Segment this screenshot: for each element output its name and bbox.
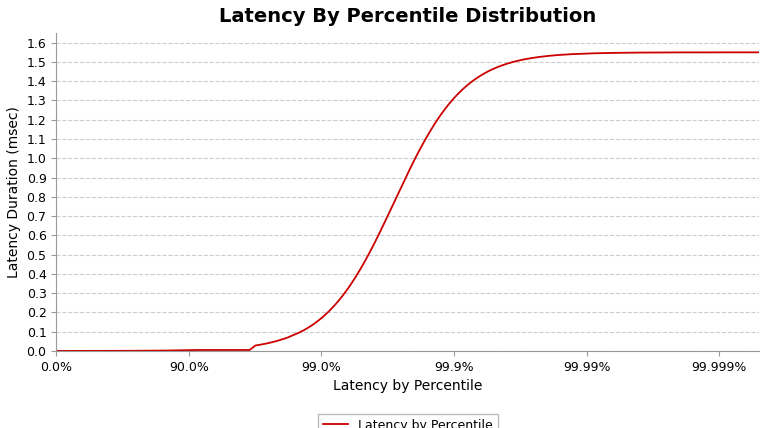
Latency by Percentile [391, 195, 401, 200]
Latency by Percentile [51, 348, 61, 354]
Legend: Latency by Percentile: Latency by Percentile [318, 414, 497, 428]
Latency by Percentile [366, 248, 375, 253]
Latency by Percentile [627, 50, 637, 55]
Latency by Percentile [108, 348, 117, 354]
Title: Latency By Percentile Distribution: Latency By Percentile Distribution [219, 7, 596, 26]
Latency by Percentile [83, 348, 93, 354]
X-axis label: Latency by Percentile: Latency by Percentile [333, 379, 483, 393]
Y-axis label: Latency Duration (msec): Latency Duration (msec) [7, 106, 21, 278]
Line: Latency by Percentile: Latency by Percentile [56, 52, 766, 351]
Latency by Percentile [600, 51, 609, 56]
